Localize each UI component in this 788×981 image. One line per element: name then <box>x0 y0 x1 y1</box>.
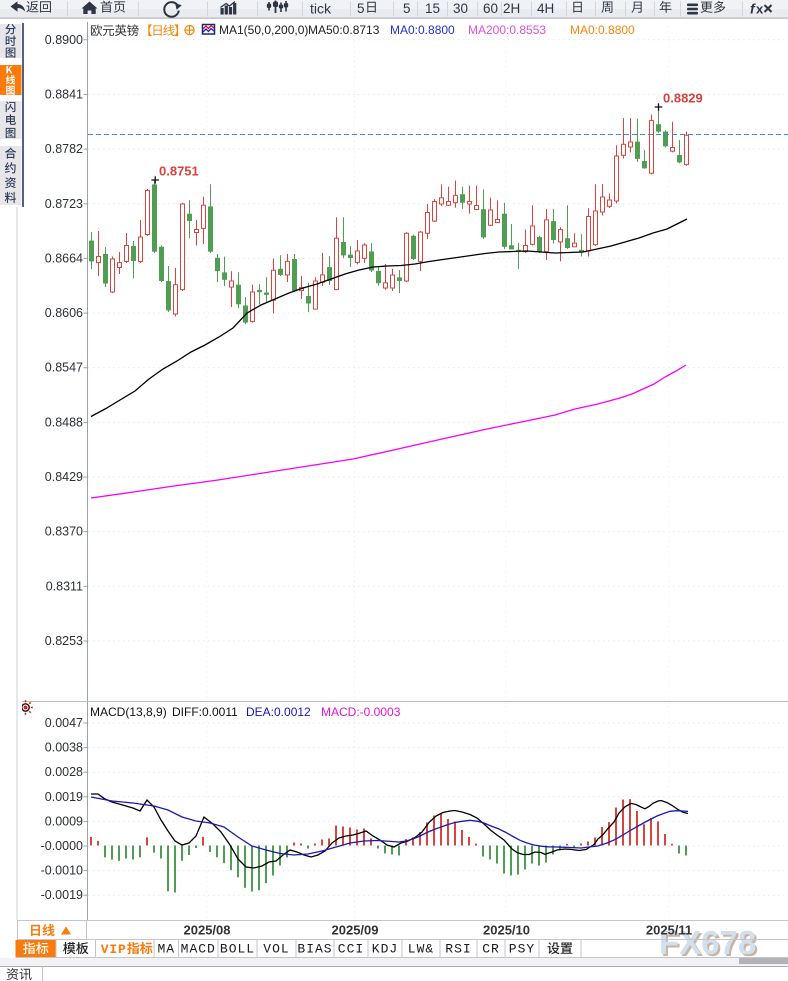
svg-text:BIAS: BIAS <box>297 942 332 957</box>
svg-text:0.0047: 0.0047 <box>45 716 83 730</box>
svg-text:2H: 2H <box>503 1 520 16</box>
svg-text:2025/08: 2025/08 <box>184 923 231 938</box>
svg-text:0.8429: 0.8429 <box>45 470 83 484</box>
svg-text:2025/10: 2025/10 <box>483 923 530 938</box>
svg-text:0.0019: 0.0019 <box>45 790 83 804</box>
svg-text:BOLL: BOLL <box>220 942 255 957</box>
svg-text:CR: CR <box>482 942 500 957</box>
svg-text:0.8664: 0.8664 <box>45 251 83 265</box>
svg-text:VIP: VIP <box>101 942 127 957</box>
svg-text:5: 5 <box>357 1 365 16</box>
svg-text:FX678: FX678 <box>661 926 758 963</box>
svg-text:PSY: PSY <box>509 942 535 957</box>
svg-text:RSI: RSI <box>445 942 471 957</box>
svg-text:0.8751: 0.8751 <box>159 164 199 179</box>
svg-text:x: x <box>756 2 764 17</box>
svg-text:0.0038: 0.0038 <box>45 741 83 755</box>
svg-text:MA0:0.8800: MA0:0.8800 <box>390 23 455 37</box>
svg-text:-0.0000: -0.0000 <box>41 839 83 853</box>
svg-text:5: 5 <box>403 1 411 16</box>
svg-text:LW&: LW& <box>408 942 434 957</box>
svg-text:0.0009: 0.0009 <box>45 814 83 828</box>
svg-text:CCI: CCI <box>338 942 364 957</box>
svg-text:0.8370: 0.8370 <box>45 525 83 539</box>
svg-text:f: f <box>750 1 756 17</box>
svg-text:0.0028: 0.0028 <box>45 765 83 779</box>
svg-text:0.8841: 0.8841 <box>45 87 83 101</box>
svg-text:MA: MA <box>157 942 175 957</box>
svg-text:0.8547: 0.8547 <box>45 361 83 375</box>
svg-text:MACD:-0.0003: MACD:-0.0003 <box>321 705 401 719</box>
svg-text:4H: 4H <box>537 1 554 16</box>
svg-text:MA0:0.8800: MA0:0.8800 <box>570 23 635 37</box>
svg-text:DEA:0.0012: DEA:0.0012 <box>246 705 311 719</box>
svg-text:MACD: MACD <box>181 942 216 957</box>
svg-text:KDJ: KDJ <box>372 942 398 957</box>
svg-text:0.8253: 0.8253 <box>45 634 83 648</box>
svg-text:DIFF:0.0011: DIFF:0.0011 <box>172 705 238 719</box>
svg-text:-0.0010: -0.0010 <box>41 864 83 878</box>
svg-text:VOL: VOL <box>263 942 289 957</box>
svg-text:0.8829: 0.8829 <box>663 91 703 106</box>
svg-text:0.8311: 0.8311 <box>46 579 83 593</box>
svg-text:MA200:0.8553: MA200:0.8553 <box>468 23 546 37</box>
svg-text:30: 30 <box>453 1 468 16</box>
svg-text:0.8723: 0.8723 <box>45 197 83 211</box>
svg-text:-0.0019: -0.0019 <box>41 888 83 902</box>
svg-text:0.8900: 0.8900 <box>45 33 83 47</box>
svg-text:MA50:0.8713: MA50:0.8713 <box>308 23 380 37</box>
svg-text:0.8606: 0.8606 <box>45 306 83 320</box>
svg-text:15: 15 <box>425 1 440 16</box>
svg-text:2025/11: 2025/11 <box>646 923 692 938</box>
svg-text:tick: tick <box>310 1 332 17</box>
svg-text:0.8782: 0.8782 <box>45 142 83 156</box>
svg-text:2025/09: 2025/09 <box>332 923 379 938</box>
svg-text:FX678: FX678 <box>659 924 756 961</box>
svg-text:MACD(13,8,9): MACD(13,8,9) <box>90 705 167 719</box>
svg-text:MA1(50,0,200,0): MA1(50,0,200,0) <box>219 23 308 37</box>
svg-text:0.8488: 0.8488 <box>45 415 83 429</box>
svg-text:60: 60 <box>483 1 498 16</box>
